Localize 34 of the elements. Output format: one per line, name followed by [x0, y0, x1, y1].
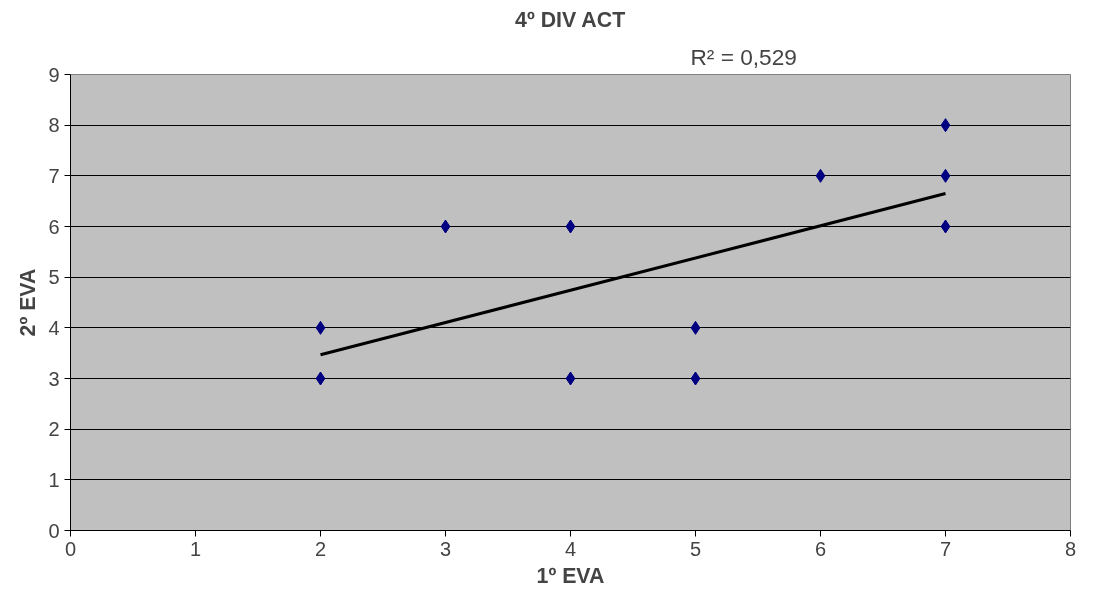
chart-title: 4º DIV ACT — [515, 7, 626, 32]
x-tick-label: 3 — [439, 537, 452, 560]
x-tick-label: 8 — [1064, 537, 1077, 560]
x-tick-label: 2 — [314, 537, 327, 560]
y-tick-label: 1 — [48, 468, 60, 491]
y-tick-label: 4 — [48, 316, 60, 339]
y-tick-label: 5 — [48, 266, 60, 289]
point — [940, 168, 951, 183]
point — [940, 219, 951, 234]
y-tick-label: 9 — [48, 63, 60, 86]
x-tick-label: 0 — [64, 537, 77, 560]
x-tick-label: 5 — [689, 537, 702, 560]
point — [565, 371, 576, 386]
x-tick-label: 6 — [814, 537, 827, 560]
point — [690, 371, 701, 386]
y-tick-label: 0 — [48, 519, 60, 542]
point — [690, 320, 701, 335]
point — [315, 320, 326, 335]
y-tick-label: 7 — [48, 164, 60, 187]
y-tick-label: 6 — [48, 215, 60, 238]
y-axis-title: 2º EVA — [16, 268, 41, 337]
point — [440, 219, 451, 234]
x-tick-label: 4 — [564, 537, 577, 560]
point — [565, 219, 576, 234]
x-axis-title: 1º EVA — [536, 563, 605, 588]
y-tick-label: 3 — [48, 367, 60, 390]
y-tick-label: 2 — [48, 418, 60, 441]
text: R² = 0,529 — [690, 43, 797, 70]
point — [940, 118, 951, 133]
point — [315, 371, 326, 386]
point — [815, 168, 826, 183]
x-tick-label: 7 — [939, 537, 952, 560]
y-tick-label: 8 — [48, 114, 60, 137]
x-tick-label: 1 — [189, 537, 202, 560]
